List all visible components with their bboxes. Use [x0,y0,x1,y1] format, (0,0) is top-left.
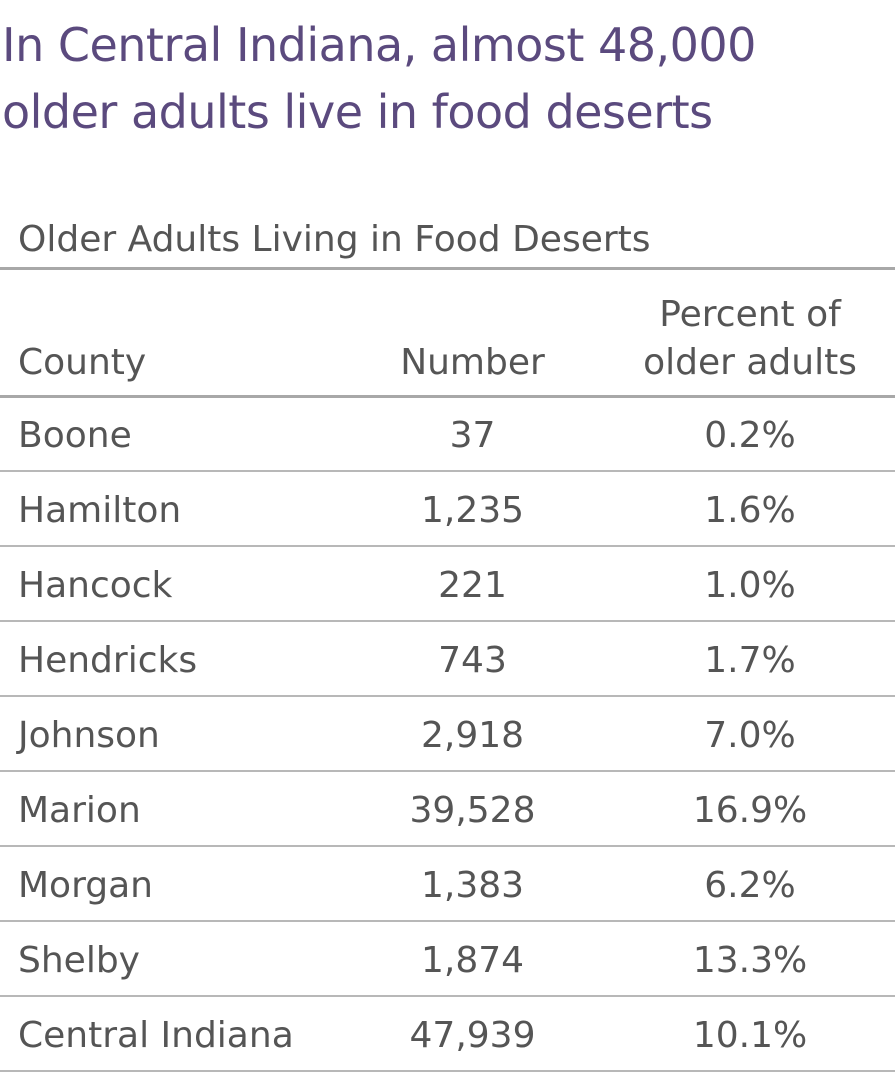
column-header-percent-line-2: older adults [643,342,857,383]
table-top-rule [0,267,895,270]
column-header-percent-line-1: Percent of [659,294,841,335]
table-row: Morgan 1,383 6.2% [0,847,895,922]
table-row: Shelby 1,874 13.3% [0,922,895,997]
cell-number: 2,918 [420,715,525,756]
cell-county: Central Indiana [18,1015,294,1056]
cell-number: 39,528 [409,790,536,831]
column-header-county: County [18,342,147,383]
table-row: Hamilton 1,235 1.6% [0,472,895,547]
cell-county: Shelby [18,940,140,981]
cell-county: Marion [18,790,141,831]
cell-number: 1,874 [420,940,525,981]
cell-percent: 1.6% [704,490,796,531]
cell-percent: 6.2% [704,865,796,906]
cell-county: Morgan [18,865,153,906]
table-row: Johnson 2,918 7.0% [0,697,895,772]
column-header-percent: Percent of older adults [610,291,890,387]
cell-percent: 1.0% [704,565,796,606]
cell-number: 743 [438,640,507,681]
cell-percent: 7.0% [704,715,796,756]
headline-line-2: older adults live in food deserts [2,85,713,139]
cell-percent: 0.2% [704,415,796,456]
cell-county: Hamilton [18,490,182,531]
table-row: Boone 37 0.2% [0,397,895,472]
table-row: Hendricks 743 1.7% [0,622,895,697]
cell-number: 1,235 [420,490,525,531]
cell-percent: 13.3% [692,940,808,981]
cell-number: 37 [449,415,496,456]
table-row: Hancock 221 1.0% [0,547,895,622]
cell-number: 221 [438,565,507,606]
table-title: Older Adults Living in Food Deserts [18,219,651,260]
column-header-number: Number [400,342,545,383]
table-row: Marion 39,528 16.9% [0,772,895,847]
cell-percent: 10.1% [692,1015,808,1056]
cell-county: Boone [18,415,132,456]
cell-number: 47,939 [409,1015,536,1056]
cell-number: 1,383 [420,865,525,906]
cell-county: Hendricks [18,640,198,681]
headline: In Central Indiana, almost 48,000 older … [2,12,892,146]
table-row: Central Indiana 47,939 10.1% [0,997,895,1072]
headline-line-1: In Central Indiana, almost 48,000 [2,18,756,72]
header-rule [0,395,895,398]
cell-county: Johnson [18,715,160,756]
cell-percent: 1.7% [704,640,796,681]
cell-percent: 16.9% [692,790,808,831]
table-body: Boone 37 0.2% Hamilton 1,235 1.6% Hancock 221 1.… [0,397,895,1072]
cell-county: Hancock [18,565,173,606]
